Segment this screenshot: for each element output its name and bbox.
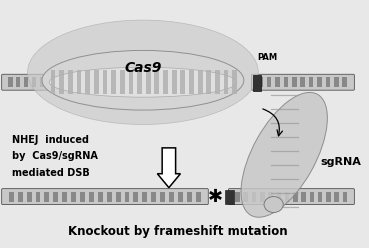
Bar bbox=[54, 192, 58, 202]
Bar bbox=[292, 77, 297, 87]
Bar bbox=[187, 192, 192, 202]
Bar bbox=[111, 70, 116, 94]
Text: ✱: ✱ bbox=[207, 187, 223, 206]
Ellipse shape bbox=[241, 93, 327, 217]
Bar bbox=[32, 77, 36, 87]
Bar bbox=[51, 70, 55, 94]
Bar bbox=[68, 70, 73, 94]
Bar bbox=[103, 70, 107, 94]
Text: Cas9: Cas9 bbox=[124, 61, 162, 75]
Bar bbox=[260, 192, 265, 202]
Bar bbox=[225, 190, 234, 204]
Ellipse shape bbox=[264, 197, 283, 213]
Bar bbox=[89, 192, 94, 202]
Bar bbox=[44, 192, 49, 202]
FancyBboxPatch shape bbox=[1, 189, 208, 205]
Bar bbox=[258, 77, 263, 87]
Bar bbox=[326, 192, 331, 202]
Text: sgRNA: sgRNA bbox=[321, 157, 362, 167]
Bar bbox=[206, 70, 211, 94]
Bar bbox=[137, 70, 142, 94]
Bar bbox=[318, 192, 323, 202]
Ellipse shape bbox=[49, 67, 237, 97]
Bar bbox=[85, 70, 90, 94]
Bar bbox=[196, 192, 201, 202]
Bar bbox=[326, 77, 330, 87]
Bar bbox=[215, 70, 220, 94]
Bar bbox=[169, 192, 174, 202]
Bar bbox=[27, 192, 31, 202]
Bar bbox=[189, 70, 194, 94]
Bar bbox=[180, 70, 185, 94]
Bar bbox=[125, 192, 130, 202]
Bar bbox=[252, 192, 256, 202]
FancyArrow shape bbox=[157, 148, 180, 188]
Ellipse shape bbox=[42, 50, 244, 110]
Bar bbox=[80, 192, 85, 202]
Bar bbox=[115, 192, 121, 202]
Bar bbox=[71, 192, 76, 202]
Bar bbox=[284, 77, 288, 87]
Bar bbox=[342, 77, 347, 87]
Bar bbox=[56, 77, 60, 87]
Bar bbox=[178, 192, 183, 202]
Bar bbox=[160, 192, 165, 202]
Bar bbox=[235, 192, 240, 202]
Text: PAM: PAM bbox=[257, 53, 277, 62]
Bar bbox=[77, 70, 82, 94]
Bar bbox=[293, 192, 298, 202]
Bar bbox=[198, 70, 203, 94]
Bar bbox=[317, 77, 322, 87]
Bar bbox=[142, 192, 147, 202]
Bar bbox=[134, 192, 138, 202]
Bar bbox=[163, 70, 168, 94]
Bar bbox=[268, 192, 273, 202]
Bar bbox=[301, 192, 306, 202]
Bar bbox=[343, 192, 347, 202]
Bar bbox=[275, 77, 280, 87]
Bar bbox=[35, 192, 41, 202]
Text: Knockout by frameshift mutation: Knockout by frameshift mutation bbox=[68, 225, 287, 238]
Bar bbox=[8, 77, 13, 87]
FancyBboxPatch shape bbox=[1, 74, 67, 90]
Bar bbox=[120, 70, 125, 94]
Bar bbox=[244, 192, 248, 202]
Bar bbox=[62, 192, 67, 202]
Bar bbox=[276, 192, 281, 202]
Bar bbox=[151, 192, 156, 202]
Bar bbox=[94, 70, 99, 94]
Bar bbox=[334, 77, 339, 87]
Bar bbox=[300, 77, 305, 87]
Bar bbox=[128, 70, 133, 94]
Bar bbox=[48, 77, 52, 87]
Bar bbox=[232, 70, 237, 94]
Bar bbox=[224, 70, 228, 94]
Bar bbox=[309, 77, 313, 87]
Bar bbox=[18, 192, 23, 202]
FancyBboxPatch shape bbox=[252, 74, 354, 90]
Bar bbox=[24, 77, 28, 87]
Bar bbox=[172, 70, 177, 94]
Bar bbox=[9, 192, 14, 202]
Bar bbox=[98, 192, 103, 202]
Bar bbox=[59, 70, 64, 94]
Ellipse shape bbox=[28, 20, 258, 124]
Bar bbox=[146, 70, 151, 94]
Bar bbox=[310, 192, 314, 202]
Bar bbox=[16, 77, 20, 87]
FancyBboxPatch shape bbox=[228, 189, 354, 205]
Bar bbox=[107, 192, 112, 202]
Text: NHEJ  induced
by  Cas9/sgRNA
mediated DSB: NHEJ induced by Cas9/sgRNA mediated DSB bbox=[12, 135, 98, 178]
Bar bbox=[334, 192, 339, 202]
Bar bbox=[254, 75, 261, 91]
Bar bbox=[40, 77, 44, 87]
Bar bbox=[155, 70, 159, 94]
Bar bbox=[285, 192, 289, 202]
Bar bbox=[267, 77, 272, 87]
